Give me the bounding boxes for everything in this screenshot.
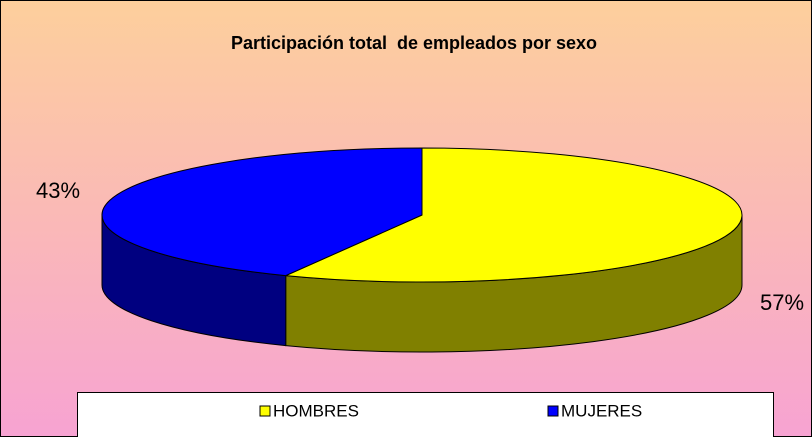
legend-label: HOMBRES [273,401,359,420]
legend-label: MUJERES [561,401,642,420]
chart-title: Participación total de empleados por sex… [231,33,597,53]
legend-swatch [547,405,559,417]
pie-slice [283,147,743,283]
pie-slice [101,147,423,277]
data-label: 43% [36,178,80,203]
legend-box [77,392,774,437]
data-label: 57% [760,290,804,315]
legend-swatch [259,405,271,417]
